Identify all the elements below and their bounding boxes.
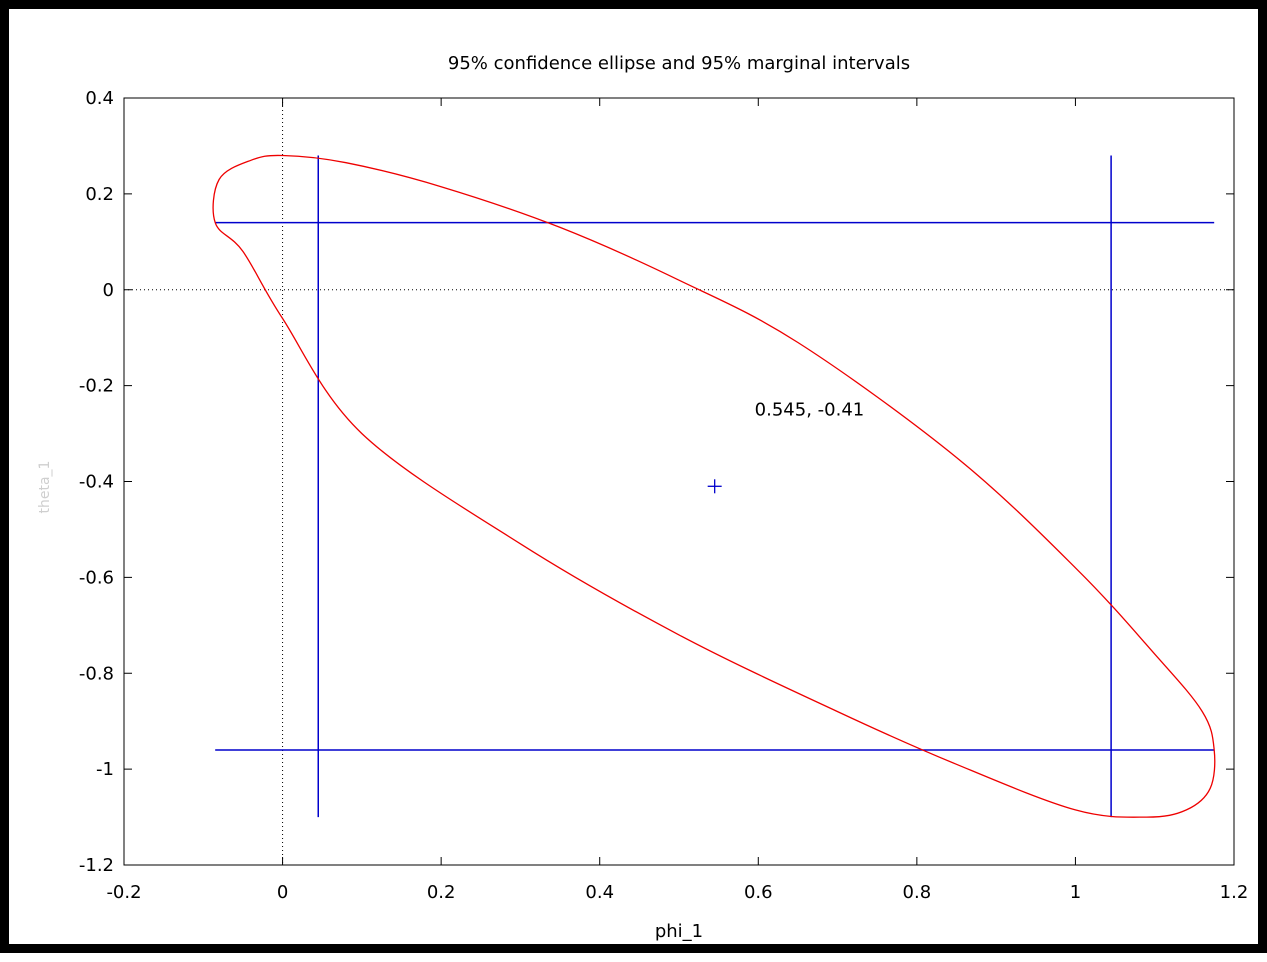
x-tick-label: 0.2 [427, 882, 456, 903]
confidence-ellipse [212, 154, 1216, 818]
y-tick-label: -1.2 [79, 855, 114, 876]
chart-title: 95% confidence ellipse and 95% marginal … [448, 53, 910, 74]
y-tick-label: -1 [96, 759, 114, 780]
x-tick-label: 0 [277, 882, 288, 903]
y-axis-label: theta_1 [37, 461, 53, 514]
x-tick-label: 0.6 [744, 882, 773, 903]
x-tick-label: 0.8 [903, 882, 932, 903]
x-ticks: -0.2 0 0.2 0.4 0.6 0.8 1 1.2 [106, 98, 1248, 903]
x-tick-label: 1 [1070, 882, 1081, 903]
y-tick-label: -0.2 [79, 376, 114, 397]
y-tick-label: -0.4 [79, 472, 114, 493]
zero-lines [124, 98, 1234, 865]
x-axis-label: phi_1 [655, 921, 703, 942]
y-tick-label: -0.8 [79, 663, 114, 684]
y-tick-label: -0.6 [79, 567, 114, 588]
x-tick-label: 1.2 [1220, 882, 1249, 903]
y-tick-label: 0.2 [85, 184, 114, 205]
confidence-ellipse-chart: 95% confidence ellipse and 95% marginal … [37, 53, 1248, 942]
center-point-label: 0.545, -0.41 [755, 399, 865, 420]
x-tick-label: 0.4 [585, 882, 614, 903]
marginal-intervals [215, 155, 1215, 818]
y-tick-label: 0.4 [85, 88, 114, 109]
y-tick-label: 0 [103, 280, 114, 301]
plot-area: -0.2 0 0.2 0.4 0.6 0.8 1 1.2 -1.2 -1 -0.8 -0.6 -0.4… [79, 88, 1248, 903]
y-ticks: -1.2 -1 -0.8 -0.6 -0.4 -0.2 0 0.2 0.4 [79, 88, 1234, 876]
center-point-marker [707, 479, 722, 494]
x-tick-label: -0.2 [106, 882, 141, 903]
